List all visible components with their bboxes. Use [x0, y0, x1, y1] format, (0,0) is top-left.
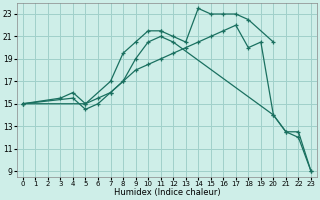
X-axis label: Humidex (Indice chaleur): Humidex (Indice chaleur)	[114, 188, 220, 197]
